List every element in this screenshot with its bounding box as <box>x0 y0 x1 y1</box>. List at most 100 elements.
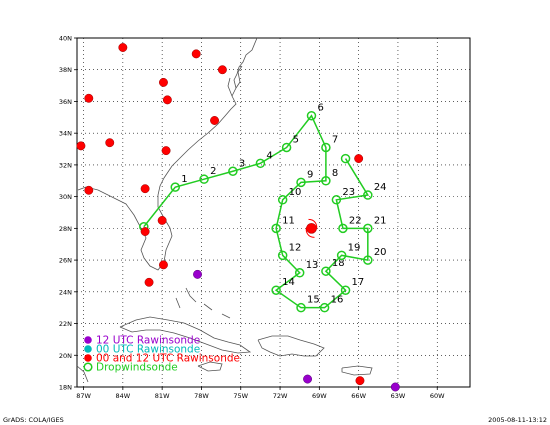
dropwindsonde-number: 19 <box>348 242 361 253</box>
dropwindsonde-number: 21 <box>374 215 387 226</box>
lon-tick-label: 72W <box>273 392 288 400</box>
storm-spiral-arm <box>305 227 315 238</box>
rawinsonde-00-12-station <box>159 260 168 270</box>
dropwindsonde-point <box>170 182 180 192</box>
dropwindsonde-number: 5 <box>293 134 299 145</box>
map-axes: 87W 84W 81W 78W 75W 72W 69W 66W 63W 60W 18N 20N 22N 2… <box>59 35 445 401</box>
legend-symbol-dot <box>84 336 92 344</box>
storm-center-dot <box>306 223 317 234</box>
lat-tick-label: 38N <box>59 66 72 74</box>
yucatan-coast <box>76 365 89 383</box>
rawinsonde-00-12-station <box>84 185 94 195</box>
dropwindsonde-number: 9 <box>307 169 313 180</box>
dropwindsonde-number: 6 <box>317 103 323 114</box>
lon-tick-label: 81W <box>155 392 170 400</box>
coastlines <box>76 37 373 383</box>
dropwindsonde-number: 22 <box>349 215 362 226</box>
dropwindsonde-point <box>255 158 266 169</box>
dropwindsonde-point <box>340 285 351 295</box>
dropwindsonde-point <box>271 285 281 295</box>
dropwindsonde-point <box>340 153 351 164</box>
dropwindsonde-point <box>277 195 288 205</box>
hispaniola-coast <box>257 335 325 357</box>
dropwindsonde-number: 3 <box>239 158 245 169</box>
dropwindsonde-point <box>228 166 238 177</box>
lat-tick-label: 22N <box>59 320 72 328</box>
map-gridlines <box>77 37 470 388</box>
dropwindsonde-number: 13 <box>306 260 319 271</box>
rawinsonde-00-12-station <box>159 77 168 87</box>
lon-tick-label: 75W <box>233 392 248 400</box>
jamaica-coast <box>197 361 223 372</box>
dropwindsonde-point <box>199 174 209 184</box>
rawinsonde-00-12-station <box>161 146 171 156</box>
bahamas-coast <box>175 287 231 319</box>
dropwindsonde-number: 18 <box>332 258 345 269</box>
lat-tick-label: 26N <box>59 257 72 265</box>
dropwindsonde-number: 4 <box>266 150 272 161</box>
rawinsonde-00-12-station <box>144 277 154 287</box>
rawinsonde-stations <box>76 43 400 392</box>
dropwindsonde-point <box>321 142 331 153</box>
rawinsonde-00-12-station <box>140 227 150 236</box>
dropwindsonde-point <box>321 266 331 276</box>
dropwindsonde-number: 8 <box>332 168 338 179</box>
dropwindsonde-point <box>306 110 317 121</box>
legend-symbol-dot <box>84 354 92 362</box>
lat-tick-label: 36N <box>59 98 72 106</box>
dropwindsonde-point <box>363 190 373 200</box>
dropwindsonde-number: 12 <box>289 242 302 253</box>
rawinsonde-00-12-station <box>157 215 167 225</box>
dropwindsonde-number: 1 <box>181 174 187 185</box>
rawinsonde-12-station <box>303 374 313 384</box>
dropwindsonde-number: 15 <box>307 295 320 306</box>
legend-symbol-dot <box>84 345 92 353</box>
lon-tick-label: 78W <box>194 392 209 400</box>
dropwindsonde-point <box>271 223 281 234</box>
dropwindsonde-point <box>363 223 373 234</box>
rawinsonde-00-12-station <box>105 138 115 148</box>
lon-tick-label: 87W <box>76 392 91 400</box>
dropwindsonde-number: 10 <box>289 187 302 198</box>
lat-tick-label: 18N <box>59 384 72 392</box>
lon-tick-label: 60W <box>430 392 445 400</box>
dropwindsonde-point <box>336 250 347 261</box>
lat-tick-label: 40N <box>59 35 72 43</box>
rawinsonde-00-12-station <box>354 154 364 164</box>
dropwindsonde-number: 11 <box>282 215 295 226</box>
dropwindsonde-number: 24 <box>374 182 387 193</box>
dropwindsonde-number: 16 <box>331 295 344 306</box>
lat-tick-label: 34N <box>59 130 72 138</box>
cuba-coast <box>119 316 252 354</box>
rawinsonde-00-12-station <box>118 43 128 52</box>
lat-tick-label: 30N <box>59 193 72 201</box>
rawinsonde-00-12-station <box>355 376 365 386</box>
dropwindsonde-point <box>363 255 373 265</box>
lon-tick-label: 66W <box>351 392 366 400</box>
rawinsonde-00-12-station <box>162 95 172 105</box>
dropwindsonde-point <box>294 268 305 278</box>
dropwindsonde-number: 17 <box>352 277 365 288</box>
dropwindsonde-point <box>321 176 331 186</box>
lon-tick-label: 63W <box>391 392 406 400</box>
legend-symbol-ring <box>83 362 93 372</box>
lat-tick-label: 24N <box>59 288 72 296</box>
dropwindsonde-number: 7 <box>332 134 338 145</box>
puerto-rico-coast <box>341 365 373 376</box>
rawinsonde-00-12-station <box>76 141 86 151</box>
legend-label: 12 UTC Rawinsonde <box>96 335 200 347</box>
lat-tick-label: 20N <box>59 352 72 360</box>
lon-tick-label: 84W <box>115 392 130 400</box>
dropwindsonde-number: 2 <box>210 166 216 177</box>
rawinsonde-00-12-station <box>191 49 201 59</box>
footer-left: GrADS: COLA/IGES <box>3 416 64 424</box>
map-frame <box>76 37 471 388</box>
rawinsonde-00-12-station <box>210 116 220 125</box>
lon-tick-label: 69W <box>312 392 327 400</box>
footer-right: 2005-08-11-13:12 <box>488 416 547 424</box>
dropwindsonde-point <box>319 302 330 313</box>
chesapeake-coast <box>227 65 243 97</box>
storm-spiral-arm <box>308 218 318 230</box>
